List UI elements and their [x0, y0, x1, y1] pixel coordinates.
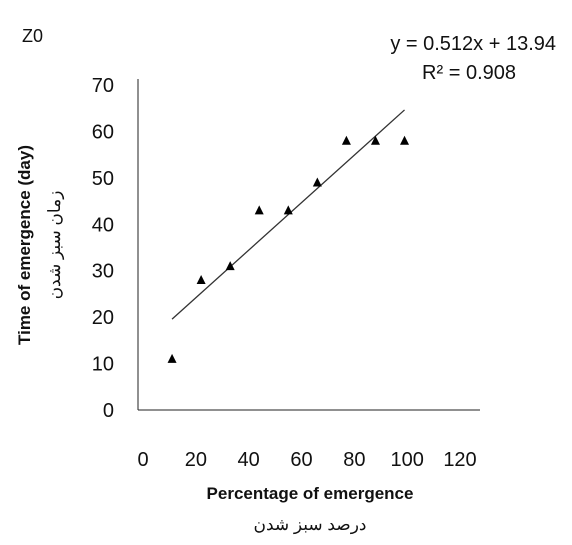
x-tick-label: 80	[343, 449, 365, 471]
x-tick-label: 40	[238, 449, 260, 471]
data-point-triangle	[196, 275, 206, 284]
y-tick-label: 10	[92, 354, 114, 376]
data-point-triangle	[225, 261, 235, 271]
y-axis-title-alt: زمان سبز شدن	[45, 191, 65, 300]
y-axis-title: Time of emergence (day)	[15, 145, 34, 345]
x-tick-label: 60	[290, 449, 312, 471]
x-axis-title: Percentage of emergence	[207, 484, 414, 503]
y-tick-label: 60	[92, 121, 114, 143]
data-point-triangle	[341, 135, 351, 145]
x-axis-title-alt: درصد سبز شدن	[254, 515, 367, 535]
y-tick-label: 20	[92, 307, 114, 329]
x-tick-label: 100	[390, 449, 423, 471]
trendline-equation: y = 0.512x + 13.94	[390, 33, 556, 55]
trendline	[171, 109, 405, 320]
panel-label: Z0	[22, 26, 43, 46]
y-tick-label: 40	[92, 214, 114, 236]
trendline-r-squared: R² = 0.908	[422, 62, 516, 84]
data-point-triangle	[167, 353, 177, 363]
data-point-triangle	[312, 177, 322, 187]
x-tick-label: 0	[137, 449, 148, 471]
data-points	[167, 135, 410, 363]
y-tick-label: 0	[103, 400, 114, 422]
data-point-triangle	[400, 135, 410, 145]
x-tick-labels: 0 20 40 60 80 100 120	[137, 449, 476, 471]
data-point-triangle	[254, 205, 264, 215]
x-tick-label: 20	[185, 449, 207, 471]
y-tick-labels: 0 10 20 30 40 50 60 70	[92, 75, 114, 422]
x-tick-label: 120	[443, 449, 476, 471]
y-tick-label: 30	[92, 261, 114, 283]
y-tick-label: 70	[92, 75, 114, 97]
data-point-triangle	[283, 205, 293, 215]
data-point-triangle	[370, 135, 380, 145]
y-tick-label: 50	[92, 168, 114, 190]
